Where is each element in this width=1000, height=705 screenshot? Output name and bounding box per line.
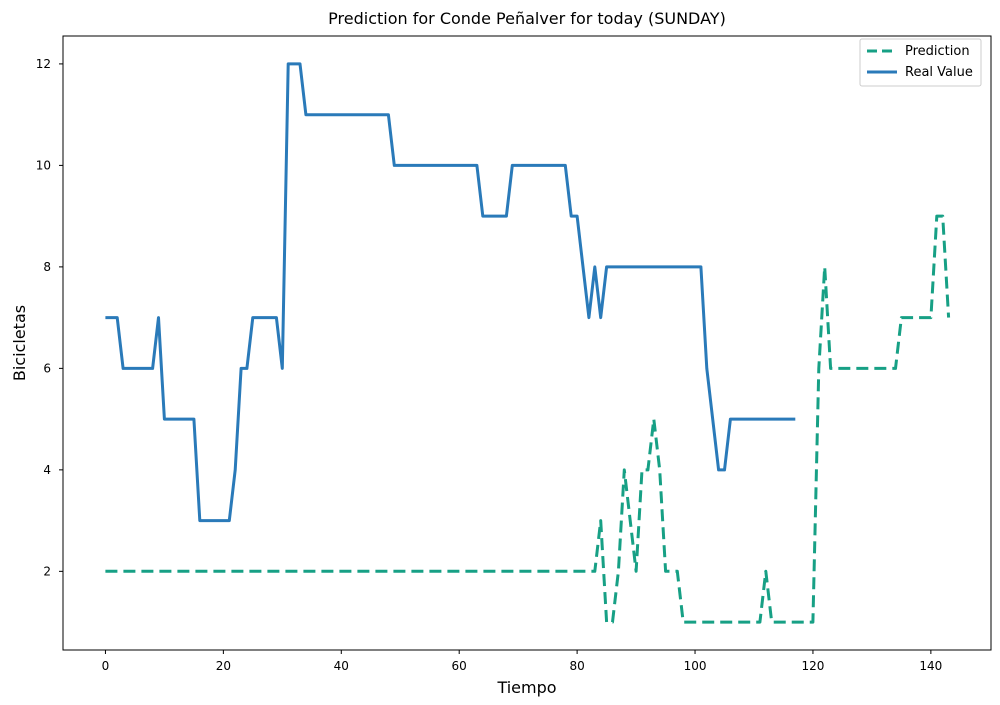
x-tick-label: 80: [569, 659, 584, 673]
x-tick-label: 0: [102, 659, 110, 673]
series-line-real-value: [105, 62, 796, 523]
legend-label-prediction: Prediction: [905, 44, 970, 59]
y-axis-label: Bicicletas: [10, 305, 29, 381]
y-axis-ticks: 2 4 6 8 10 12: [36, 57, 63, 578]
y-tick-label: 2: [43, 564, 51, 578]
x-tick-label: 40: [334, 659, 349, 673]
y-tick-label: 10: [36, 158, 51, 172]
x-tick-label: 140: [919, 659, 942, 673]
x-tick-label: 100: [684, 659, 707, 673]
x-tick-label: 60: [452, 659, 467, 673]
y-tick-label: 12: [36, 57, 51, 71]
x-tick-label: 120: [801, 659, 824, 673]
y-tick-label: 6: [43, 361, 51, 375]
y-tick-label: 4: [43, 463, 51, 477]
plot-area: [62, 35, 992, 651]
y-tick-label: 8: [43, 260, 51, 274]
series-layer: [105, 62, 951, 624]
series-line-prediction: [105, 214, 951, 624]
legend-label-real-value: Real Value: [905, 65, 973, 80]
legend: Prediction Real Value: [859, 38, 982, 87]
x-tick-label: 20: [216, 659, 231, 673]
chart-title: Prediction for Conde Peñalver for today …: [328, 9, 726, 28]
x-axis-ticks: 0 20 40 60 80 100 120 140: [102, 650, 942, 673]
x-axis-label: Tiempo: [496, 678, 556, 697]
